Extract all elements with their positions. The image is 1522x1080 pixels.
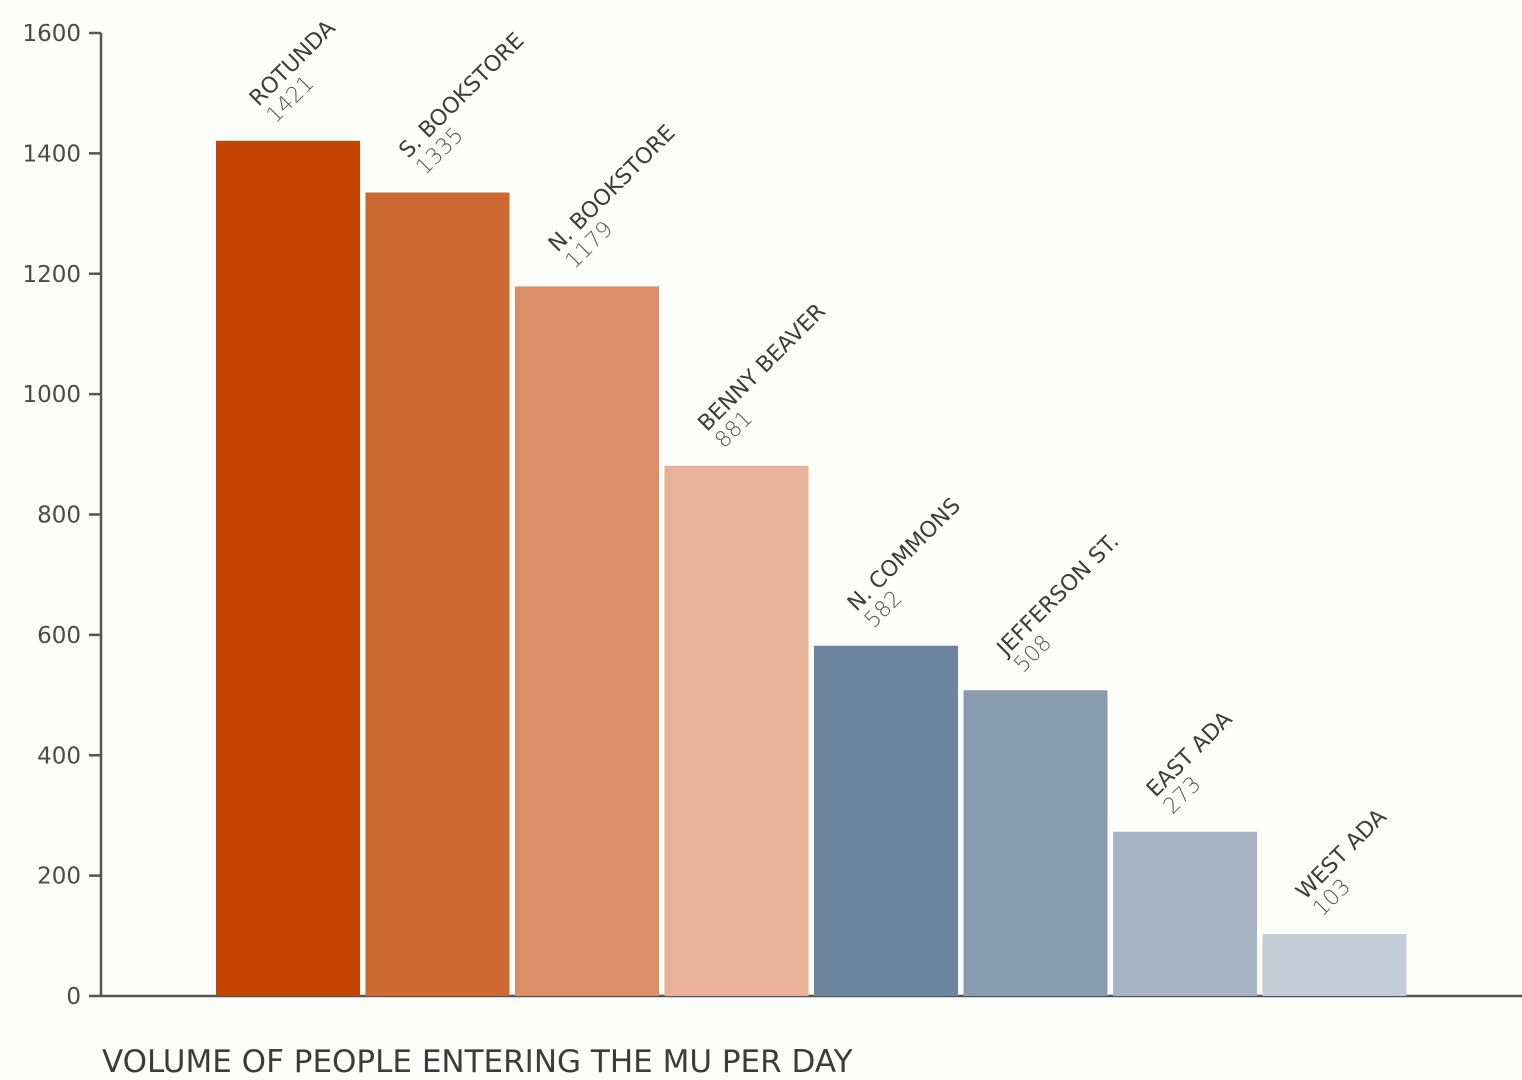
bar-rotunda bbox=[216, 140, 360, 997]
y-tick-label: 1000 bbox=[22, 382, 81, 408]
category-label: JEFFERSON ST. bbox=[991, 529, 1124, 662]
bar-benny-beaver bbox=[664, 465, 809, 996]
y-tick-label: 1600 bbox=[22, 21, 81, 47]
bar-n-commons bbox=[814, 645, 958, 996]
bar-west-ada bbox=[1262, 934, 1407, 996]
chart-title: VOLUME OF PEOPLE ENTERING THE MU PER DAY bbox=[102, 1044, 853, 1080]
bar-label-group: JEFFERSON ST.508 bbox=[991, 529, 1124, 678]
category-label: N. COMMONS bbox=[843, 493, 966, 616]
y-tick-label: 400 bbox=[37, 743, 81, 769]
bar-s-bookstore bbox=[365, 192, 510, 996]
bars bbox=[216, 140, 1407, 997]
y-tick-label: 800 bbox=[37, 503, 81, 529]
y-tick-label: 600 bbox=[37, 623, 81, 649]
y-axis: 0 200 400 600 800 1000 1200 1400 1600 bbox=[22, 21, 103, 1010]
bar-east-ada bbox=[1113, 831, 1257, 996]
bar-n-bookstore bbox=[515, 286, 659, 996]
bar-jefferson-st bbox=[963, 690, 1108, 996]
y-tick-label: 1400 bbox=[22, 141, 81, 167]
category-label: BENNY BEAVER bbox=[694, 299, 831, 436]
y-tick-label: 0 bbox=[66, 984, 81, 1010]
y-tick-label: 1200 bbox=[22, 262, 81, 288]
y-tick-label: 200 bbox=[37, 864, 81, 890]
